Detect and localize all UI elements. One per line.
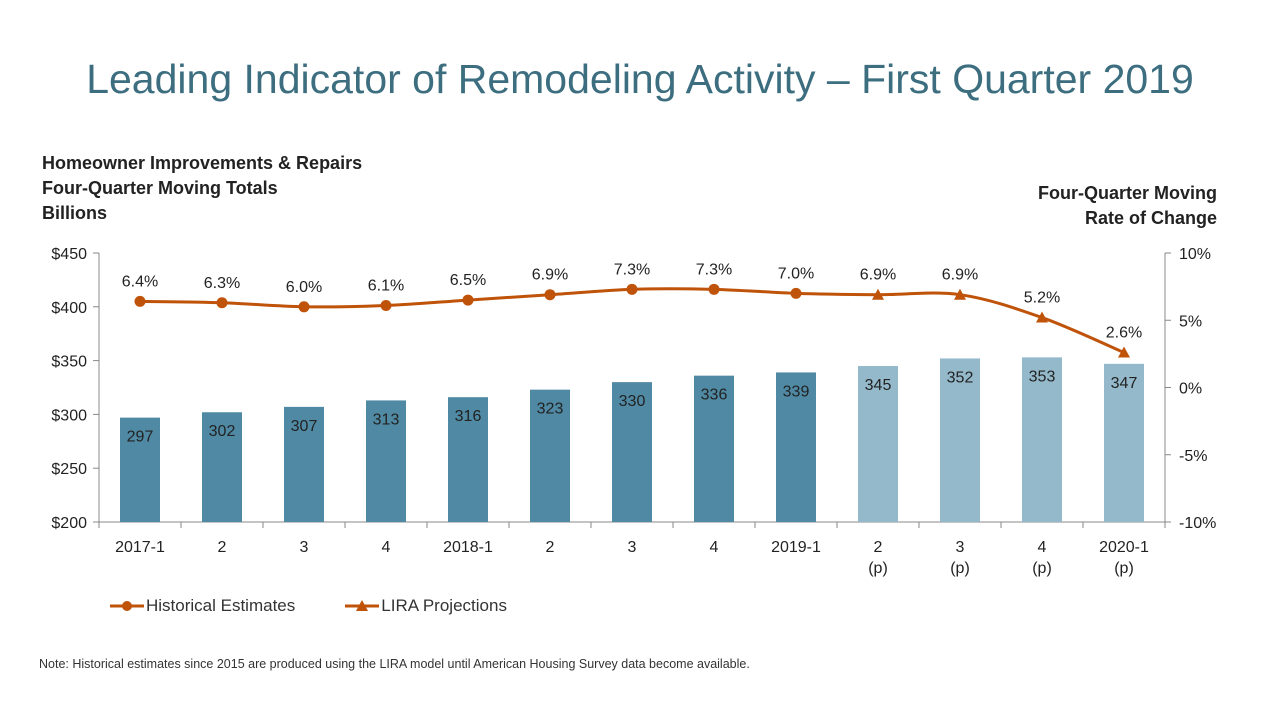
bar-value-label: 345 <box>865 377 892 394</box>
bar <box>776 372 816 522</box>
bar-value-label: 323 <box>537 401 564 418</box>
left-tick-label: $350 <box>51 354 87 371</box>
line-value-label: 7.3% <box>696 261 732 278</box>
left-tick-label: $200 <box>51 515 87 532</box>
legend-item-projections: LIRA Projections <box>345 596 507 616</box>
line-point <box>872 288 884 300</box>
bar-value-label: 347 <box>1111 375 1138 392</box>
left-tick-label: $400 <box>51 300 87 317</box>
bar-value-label: 297 <box>127 429 154 446</box>
x-tick-label: 2019-1 <box>771 539 821 556</box>
line-value-label: 6.3% <box>204 275 240 292</box>
bar <box>612 382 652 522</box>
x-tick-label: (p) <box>1114 560 1134 577</box>
bar <box>1104 363 1144 522</box>
bar <box>1022 357 1062 522</box>
x-tick-label: 2 <box>218 539 227 556</box>
bar-value-label: 330 <box>619 393 646 410</box>
bar-value-label: 353 <box>1029 368 1056 385</box>
left-axis-title-line: Homeowner Improvements & Repairs <box>42 153 363 173</box>
line-point <box>1118 346 1130 358</box>
right-axis-title: Four-Quarter Moving Rate of Change <box>1038 181 1217 231</box>
x-tick-label: 2017-1 <box>115 539 165 556</box>
line-point <box>462 294 474 306</box>
legend-label: Historical Estimates <box>146 596 296 615</box>
line-value-label: 6.9% <box>942 267 978 284</box>
x-tick-label: 3 <box>300 539 309 556</box>
x-tick-label: 2 <box>546 539 555 556</box>
left-tick-label: $300 <box>51 407 87 424</box>
footnote: Note: Historical estimates since 2015 ar… <box>39 657 750 671</box>
x-tick-label: (p) <box>1032 560 1052 577</box>
line-point <box>298 301 310 313</box>
right-tick-label: -5% <box>1179 448 1207 465</box>
bar-value-label: 302 <box>209 423 236 440</box>
rate-of-change-line <box>139 287 1125 354</box>
line-point <box>708 283 720 295</box>
line-value-label: 6.4% <box>122 273 158 290</box>
right-axis-title-line: Rate of Change <box>1084 208 1217 228</box>
left-tick-label: $250 <box>51 461 87 478</box>
x-tick-label: 3 <box>956 539 965 556</box>
line-value-label: 6.1% <box>368 277 404 294</box>
x-tick-label: (p) <box>950 560 970 577</box>
left-axis-title-line: Four-Quarter Moving Totals <box>42 178 278 198</box>
x-tick-label: 2018-1 <box>443 539 493 556</box>
right-tick-label: 5% <box>1179 313 1202 330</box>
bar-value-label: 316 <box>455 408 482 425</box>
bar-value-label: 313 <box>373 411 400 428</box>
x-tick-label: 4 <box>710 539 719 556</box>
legend-label: LIRA Projections <box>381 596 507 615</box>
page-title: Leading Indicator of Remodeling Activity… <box>86 56 1194 102</box>
bar <box>940 358 980 522</box>
line-point <box>380 299 392 311</box>
bar <box>202 412 242 522</box>
bar-value-label: 307 <box>291 418 318 435</box>
bar <box>120 417 160 522</box>
bar <box>448 397 488 522</box>
line-point <box>954 288 966 300</box>
bar-value-label: 352 <box>947 369 974 386</box>
bar <box>530 389 570 522</box>
line-point <box>134 295 146 307</box>
line-value-label: 5.2% <box>1024 290 1060 307</box>
left-axis-title: Homeowner Improvements & Repairs Four-Qu… <box>42 151 362 226</box>
legend-item-historical: Historical Estimates <box>110 596 295 616</box>
bar <box>858 365 898 522</box>
line-point <box>216 297 228 309</box>
line-value-label: 6.0% <box>286 279 322 296</box>
line-value-label: 2.6% <box>1106 325 1142 342</box>
line-point <box>1036 311 1048 323</box>
bar-value-label: 336 <box>701 387 728 404</box>
x-tick-label: 2020-1 <box>1099 539 1149 556</box>
bar <box>366 400 406 522</box>
x-tick-label: (p) <box>868 560 888 577</box>
x-tick-label: 3 <box>628 539 637 556</box>
triangle-marker-icon <box>345 600 380 611</box>
line-value-label: 6.9% <box>532 267 568 284</box>
line-point <box>544 289 556 301</box>
right-tick-label: 10% <box>1179 246 1211 263</box>
bar <box>284 406 324 522</box>
line-value-label: 6.5% <box>450 272 486 289</box>
bar <box>694 375 734 522</box>
right-axis-title-line: Four-Quarter Moving <box>1038 183 1217 203</box>
line-point <box>790 287 802 299</box>
x-tick-label: 4 <box>382 539 391 556</box>
line-value-label: 7.0% <box>778 265 814 282</box>
left-tick-label: $450 <box>51 246 87 263</box>
right-tick-label: -10% <box>1179 515 1216 532</box>
right-tick-label: 0% <box>1179 381 1202 398</box>
x-tick-label: 2 <box>874 539 883 556</box>
line-value-label: 6.9% <box>860 267 896 284</box>
line-point <box>626 283 638 295</box>
left-axis-title-line: Billions <box>42 203 108 223</box>
line-value-label: 7.3% <box>614 261 650 278</box>
bar-value-label: 339 <box>783 383 810 400</box>
x-tick-label: 4 <box>1038 539 1047 556</box>
circle-marker-icon <box>110 601 144 611</box>
chart-legend: Historical Estimates LIRA Projections <box>110 596 557 616</box>
